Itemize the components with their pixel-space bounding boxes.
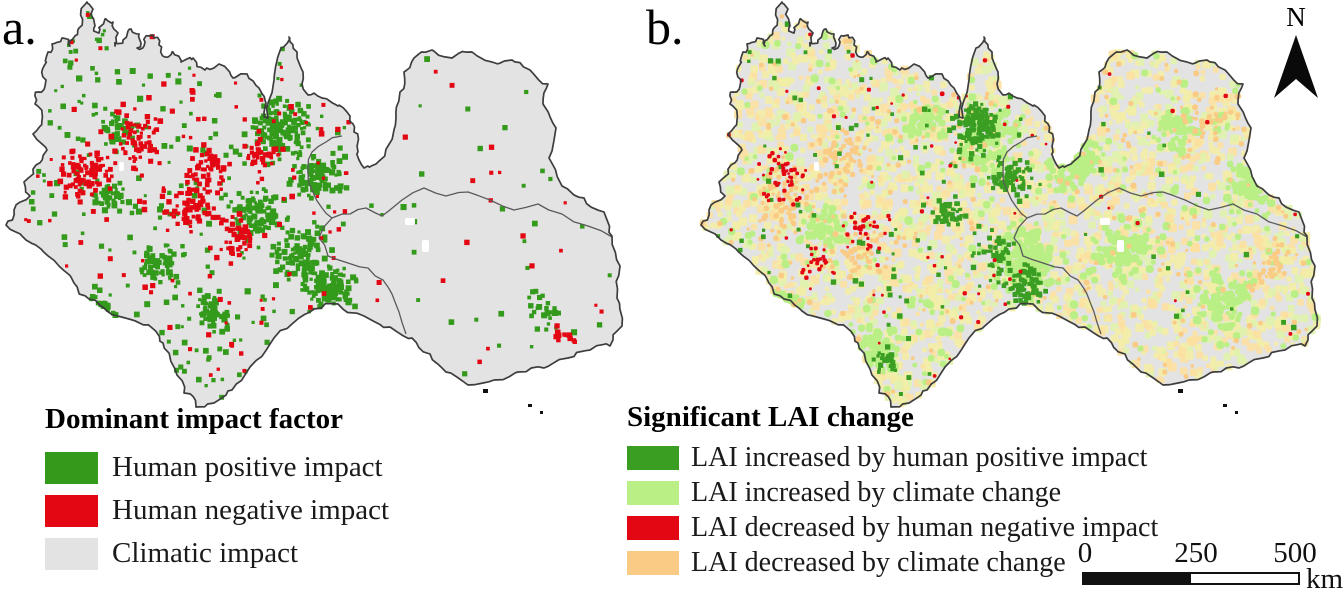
legend-item: LAI decreased by climate change [627, 545, 1097, 580]
legend-item: LAI increased by human positive impact [627, 440, 1147, 475]
lake [1117, 240, 1124, 252]
island [528, 404, 532, 407]
legend-swatch [45, 537, 98, 570]
island [1235, 411, 1238, 414]
legend-item: LAI decreased by human negative impact [627, 510, 1158, 545]
lake [119, 162, 124, 171]
legend-item: Human positive impact [45, 446, 445, 489]
legend-swatch [627, 515, 679, 540]
legend-item-label: Human negative impact [112, 494, 390, 526]
legend-swatch [627, 480, 679, 505]
legend-a-rows: Human positive impact Human negative impa… [45, 446, 445, 575]
lake [405, 218, 415, 225]
region-outline [5, 1, 624, 408]
province-borders [307, 135, 613, 335]
north-arrow: N [1274, 2, 1318, 98]
panel-b-map [699, 1, 1321, 414]
panel-b-label: b. [646, 0, 684, 55]
island [1178, 389, 1183, 393]
legend-a-title: Dominant impact factor [45, 403, 344, 435]
legend-b-rows: LAI increased by human positive impact LA… [627, 440, 1158, 580]
legend-item-label: Climatic impact [112, 537, 299, 569]
island [1223, 404, 1227, 407]
legend-swatch [627, 550, 679, 575]
human-positive-dots [29, 11, 612, 400]
scale-tick-500: 500 [1273, 537, 1317, 569]
island [540, 411, 543, 414]
panel-a-map [5, 1, 624, 414]
lake [422, 240, 429, 252]
legend-swatch [45, 494, 98, 527]
legend-swatch [627, 445, 679, 470]
province-borders [1002, 135, 1308, 335]
legend-item: Human negative impact [45, 489, 445, 532]
legend-item: Climatic impact [45, 532, 445, 575]
legend-b-title: Significant LAI change [627, 401, 914, 433]
north-arrow-icon [1274, 35, 1318, 98]
legend-item-label: LAI increased by human positive impact [691, 441, 1148, 473]
legend-item-label: Human positive impact [112, 451, 383, 483]
scale-unit: km [1306, 563, 1344, 595]
legend-swatch [45, 451, 98, 484]
legend-item-label: LAI decreased by human negative impact [691, 511, 1159, 543]
scale-bar: 0 250 500 km [1077, 537, 1344, 595]
panel-a-label: a. [2, 0, 37, 55]
legend-item-label: LAI increased by climate change [691, 476, 1062, 508]
scale-bar-filled-half [1084, 574, 1191, 583]
region-outline [700, 1, 1319, 408]
lake [814, 162, 819, 171]
lake [1100, 218, 1110, 225]
island [483, 389, 488, 393]
north-arrow-label: N [1286, 2, 1306, 32]
legend-item: LAI increased by climate change [627, 475, 1097, 510]
legend-significant-lai-change: Significant LAI change LAI increased by … [627, 401, 1158, 580]
scale-bar-rule [1082, 572, 1300, 585]
human-negative-dots [24, 12, 604, 377]
scale-tick-250: 250 [1174, 537, 1218, 569]
scale-tick-0: 0 [1077, 537, 1093, 569]
legend-dominant-impact-factor: Dominant impact factor Human positive im… [45, 403, 445, 575]
legend-item-label: LAI decreased by climate change [691, 546, 1066, 578]
